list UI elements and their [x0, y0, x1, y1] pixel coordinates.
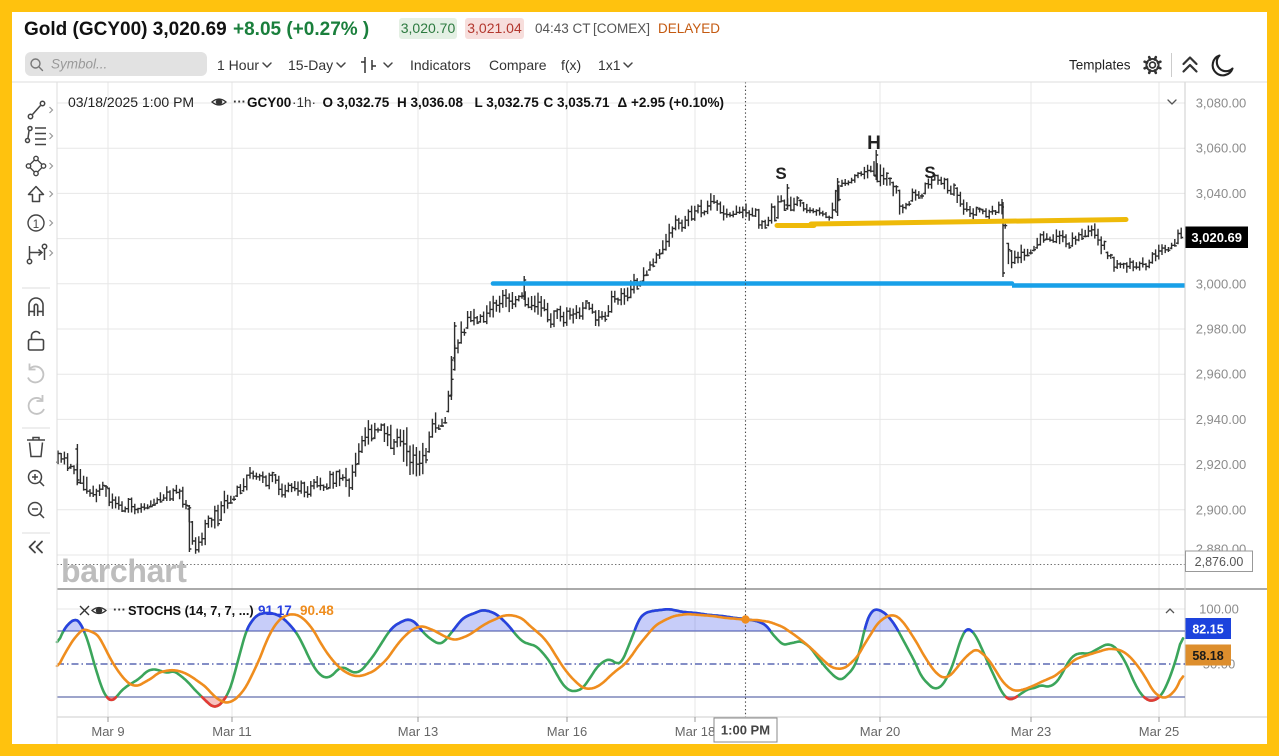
svg-text:1 Hour: 1 Hour	[217, 57, 259, 73]
svg-text:Mar 23: Mar 23	[1011, 724, 1051, 739]
svg-text:H: H	[867, 133, 881, 154]
svg-text:S: S	[924, 163, 935, 182]
svg-text:2,980.00: 2,980.00	[1196, 322, 1247, 337]
svg-text:Mar 11: Mar 11	[212, 724, 252, 739]
svg-text:S: S	[775, 164, 786, 183]
svg-text:Indicators: Indicators	[410, 57, 471, 73]
svg-text:···: ···	[233, 94, 246, 109]
svg-text:Mar 20: Mar 20	[860, 724, 900, 739]
svg-text:100.00: 100.00	[1199, 602, 1239, 617]
svg-text:82.15: 82.15	[1192, 623, 1223, 637]
svg-text:91.17: 91.17	[258, 603, 292, 618]
svg-text:3,000.00: 3,000.00	[1196, 276, 1247, 291]
svg-text:O 3,032.75: O 3,032.75	[323, 95, 390, 110]
svg-text:DELAYED: DELAYED	[658, 21, 720, 36]
svg-text:C 3,035.71: C 3,035.71	[544, 95, 611, 110]
svg-text:2,920.00: 2,920.00	[1196, 457, 1247, 472]
svg-text:2,960.00: 2,960.00	[1196, 367, 1247, 382]
svg-text:Mar 16: Mar 16	[547, 724, 587, 739]
svg-text:3,021.04: 3,021.04	[467, 20, 522, 36]
svg-text:STOCHS (14, 7, 7, ...): STOCHS (14, 7, 7, ...)	[128, 603, 254, 618]
svg-text:3,020.69: 3,020.69	[1191, 230, 1242, 245]
svg-text:Symbol...: Symbol...	[51, 57, 107, 72]
svg-text:3,020.70: 3,020.70	[401, 20, 456, 36]
svg-text:H 3,036.08: H 3,036.08	[397, 95, 464, 110]
svg-text:···: ···	[113, 602, 126, 617]
svg-text:03/18/2025 1:00 PM: 03/18/2025 1:00 PM	[68, 94, 194, 110]
svg-text:Gold (GCY00) 3,020.69: Gold (GCY00) 3,020.69	[24, 19, 227, 40]
svg-text:+8.05 (+0.27% ): +8.05 (+0.27% )	[233, 19, 369, 40]
svg-text:GCY00: GCY00	[247, 95, 291, 110]
svg-text:58.18: 58.18	[1192, 649, 1223, 663]
svg-text:1x1: 1x1	[598, 57, 621, 73]
svg-text:Mar 18: Mar 18	[675, 724, 715, 739]
svg-text:f(x): f(x)	[561, 57, 581, 73]
svg-text:04:43 CT: 04:43 CT	[535, 21, 591, 36]
svg-text:90.48: 90.48	[300, 603, 334, 618]
svg-text:3,080.00: 3,080.00	[1196, 96, 1247, 111]
svg-text:2,876.00: 2,876.00	[1195, 555, 1244, 569]
svg-text:1: 1	[33, 219, 39, 231]
svg-text:Mar 9: Mar 9	[91, 724, 124, 739]
svg-text:2,900.00: 2,900.00	[1196, 502, 1247, 517]
svg-text:L 3,032.75: L 3,032.75	[475, 95, 540, 110]
svg-text:[COMEX]: [COMEX]	[593, 21, 650, 36]
svg-text:barchart: barchart	[61, 553, 187, 589]
svg-text:Mar 13: Mar 13	[398, 724, 438, 739]
svg-text:3,040.00: 3,040.00	[1196, 186, 1247, 201]
svg-text:Templates: Templates	[1069, 58, 1131, 73]
svg-text:·1h·: ·1h·	[292, 95, 316, 110]
svg-text:Mar 25: Mar 25	[1139, 724, 1179, 739]
svg-text:2,940.00: 2,940.00	[1196, 412, 1247, 427]
svg-text:Δ +2.95 (+0.10%): Δ +2.95 (+0.10%)	[618, 95, 725, 110]
svg-text:Compare: Compare	[489, 57, 547, 73]
svg-text:3,060.00: 3,060.00	[1196, 141, 1247, 156]
svg-text:15-Day: 15-Day	[288, 57, 333, 73]
svg-text:1:00 PM: 1:00 PM	[721, 723, 770, 738]
